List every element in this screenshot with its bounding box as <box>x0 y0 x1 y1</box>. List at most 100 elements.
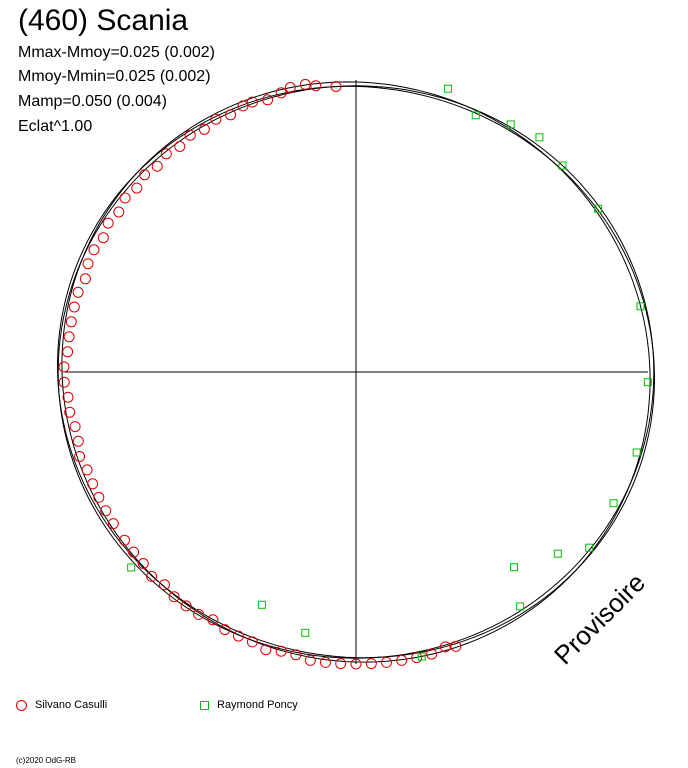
data-point-poncy <box>609 499 618 508</box>
data-point-poncy <box>516 602 525 611</box>
data-point-casulli <box>72 286 84 298</box>
data-point-poncy <box>558 161 567 170</box>
data-point-casulli <box>131 182 143 194</box>
circle-marker-icon <box>16 699 27 711</box>
data-point-casulli <box>210 113 222 125</box>
data-point-poncy <box>636 302 645 311</box>
data-points <box>58 78 652 670</box>
fit-curve-1 <box>57 85 655 659</box>
data-point-casulli <box>219 624 231 636</box>
data-point-poncy <box>553 549 562 558</box>
data-point-casulli <box>159 579 170 591</box>
data-point-casulli <box>119 534 130 546</box>
legend-item-casulli: Silvano Casulli <box>16 698 107 712</box>
data-point-casulli <box>107 518 119 530</box>
data-point-casulli <box>146 570 158 582</box>
square-marker-icon <box>200 700 209 710</box>
data-point-casulli <box>64 406 76 418</box>
data-point-poncy <box>643 378 652 387</box>
data-point-casulli <box>275 87 287 99</box>
data-point-casulli <box>184 129 196 141</box>
data-point-casulli <box>160 148 172 160</box>
data-point-casulli <box>97 232 109 244</box>
data-point-casulli <box>113 206 125 218</box>
data-point-casulli <box>82 258 94 270</box>
data-point-casulli <box>180 600 192 612</box>
data-point-poncy <box>301 628 310 637</box>
data-point-casulli <box>275 645 287 657</box>
data-point-casulli <box>207 614 219 626</box>
data-point-poncy <box>471 111 480 120</box>
data-point-casulli <box>304 654 316 666</box>
data-point-casulli <box>79 273 91 285</box>
data-point-casulli <box>93 491 105 503</box>
data-point-casulli <box>411 652 423 664</box>
data-point-casulli <box>65 316 77 328</box>
data-point-casulli <box>102 217 114 229</box>
data-point-casulli <box>81 464 93 476</box>
data-point-casulli <box>246 636 258 648</box>
data-point-casulli <box>151 160 163 172</box>
data-point-poncy <box>585 543 594 552</box>
data-point-casulli <box>68 301 80 313</box>
data-point-casulli <box>426 648 438 660</box>
legend-label: Silvano Casulli <box>35 699 108 711</box>
stat-eclat: Eclat^1.00 <box>18 118 93 135</box>
data-point-poncy <box>510 563 518 572</box>
legend-label: Raymond Poncy <box>217 699 298 711</box>
data-point-casulli <box>232 630 244 642</box>
data-point-poncy <box>506 120 515 129</box>
data-point-casulli <box>100 505 112 517</box>
legend-item-poncy: Raymond Poncy <box>200 698 298 712</box>
stat-mmoy-mmin: Mmoy-Mmin=0.025 (0.002) <box>18 68 211 85</box>
data-point-casulli <box>450 640 462 652</box>
data-point-casulli <box>74 451 86 462</box>
chart-title: (460) Scania <box>18 4 189 37</box>
data-point-casulli <box>128 546 140 558</box>
copyright-text: (c)2020 OdG-RB <box>16 756 77 765</box>
data-point-casulli <box>320 656 331 668</box>
data-point-casulli <box>119 192 131 204</box>
data-point-poncy <box>632 448 641 457</box>
data-point-casulli <box>225 109 237 121</box>
data-point-casulli <box>62 346 74 358</box>
data-point-casulli <box>139 169 151 181</box>
data-point-casulli <box>88 244 100 256</box>
data-point-poncy <box>535 133 544 142</box>
data-point-casulli <box>69 421 81 433</box>
data-point-casulli <box>193 608 205 620</box>
data-point-poncy <box>127 563 136 572</box>
data-point-casulli <box>381 656 392 668</box>
data-point-casulli <box>262 94 274 106</box>
data-point-casulli <box>284 82 296 93</box>
data-point-casulli <box>58 361 70 373</box>
data-point-casulli <box>290 649 302 661</box>
data-point-casulli <box>72 435 84 447</box>
data-point-poncy <box>257 600 266 609</box>
plot-axes <box>64 80 648 664</box>
data-point-casulli <box>260 644 272 656</box>
data-point-casulli <box>299 78 311 90</box>
data-point-casulli <box>137 558 149 569</box>
data-point-casulli <box>330 81 342 92</box>
data-point-casulli <box>365 658 377 670</box>
data-point-casulli <box>174 141 186 152</box>
data-point-casulli <box>237 100 249 112</box>
data-point-casulli <box>87 478 99 490</box>
data-point-poncy <box>444 84 452 93</box>
stat-mmax-mmoy: Mmax-Mmoy=0.025 (0.002) <box>18 44 215 61</box>
data-point-casulli <box>198 123 210 135</box>
data-point-casulli <box>310 80 322 92</box>
data-point-casulli <box>396 654 408 666</box>
data-point-casulli <box>168 591 180 603</box>
data-point-casulli <box>58 376 70 388</box>
data-point-casulli <box>350 658 362 670</box>
data-point-casulli <box>439 641 451 653</box>
fit-curve-2 <box>56 85 656 659</box>
data-point-casulli <box>63 331 75 343</box>
data-point-casulli <box>335 658 347 670</box>
stat-mamp: Mamp=0.050 (0.004) <box>18 93 167 110</box>
data-point-poncy <box>417 652 426 661</box>
data-point-casulli <box>62 391 74 403</box>
